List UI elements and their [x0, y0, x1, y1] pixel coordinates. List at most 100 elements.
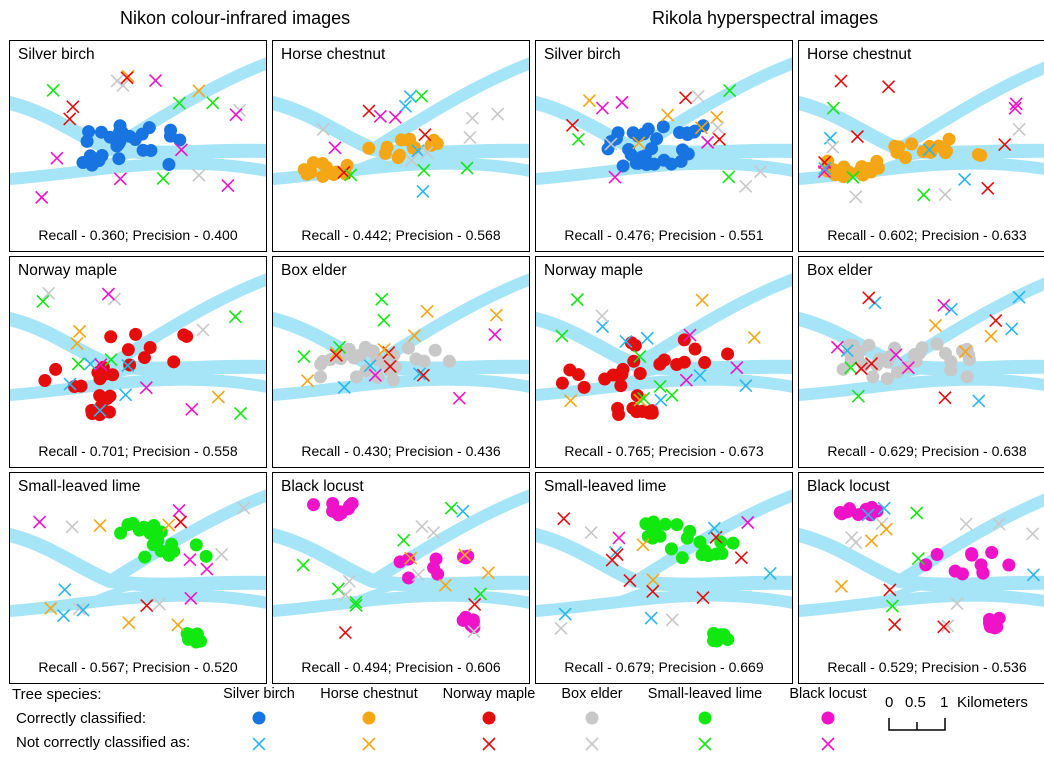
misclassified-point-black-locust — [50, 151, 64, 165]
correct-point-small-leaved-lime — [641, 529, 655, 543]
misclassified-point-black-locust — [172, 503, 186, 518]
correct-point-small-leaved-lime — [138, 550, 152, 564]
map-panel-svg — [536, 57, 792, 193]
correct-point-silver-birch — [162, 157, 176, 171]
misclassified-point-small-leaved-lime — [349, 598, 363, 612]
misclassified-point-small-leaved-lime — [653, 379, 667, 393]
correct-point-horse-chestnut — [378, 146, 392, 160]
legend-dot-silver-birch — [252, 711, 266, 725]
correct-point-norway-maple — [627, 354, 641, 368]
panel-recall-precision: Recall - 0.360; Precision - 0.400 — [38, 227, 238, 243]
map-panel-box-elder: Box elder Recall - 0.430; Precision - 0.4… — [272, 256, 530, 468]
misclassified-point-norway-maple — [850, 130, 864, 144]
misclassified-point-silver-birch — [412, 367, 427, 381]
map-panel-svg — [536, 273, 792, 421]
misclassified-point-black-locust — [35, 190, 49, 204]
misclassified-point-silver-birch — [944, 302, 958, 316]
misclassified-point-small-leaved-lime — [637, 391, 651, 406]
misclassified-point-box-elder — [938, 188, 952, 202]
misclassified-point-horse-chestnut — [661, 108, 675, 122]
map-panel-svg — [273, 489, 529, 640]
misclassified-point-norway-maple — [734, 551, 748, 565]
misclassified-point-small-leaved-lime — [571, 132, 585, 146]
map-panel-small-leaved-lime: Small-leaved lime Recall - 0.679; Precisi… — [535, 472, 793, 684]
misclassified-point-horse-chestnut — [710, 110, 724, 124]
misclassified-point-horse-chestnut — [192, 84, 206, 98]
correct-point-black-locust — [985, 545, 999, 559]
correct-point-silver-birch — [604, 135, 618, 149]
panel-title: Horse chestnut — [281, 46, 386, 63]
misclassified-point-box-elder — [192, 168, 206, 182]
misclassified-point-norway-maple — [888, 617, 902, 632]
correct-point-box-elder — [866, 370, 880, 384]
misclassified-point-black-locust — [328, 141, 342, 155]
correct-point-black-locust — [334, 506, 348, 520]
misclassified-point-small-leaved-lime — [460, 161, 474, 175]
panel-title: Norway maple — [544, 262, 644, 279]
correct-point-box-elder — [342, 342, 356, 356]
panel-recall-precision: Recall - 0.442; Precision - 0.568 — [301, 227, 501, 243]
misclassified-point-horse-chestnut — [564, 394, 578, 408]
correct-point-black-locust — [992, 611, 1006, 625]
misclassified-point-black-locust — [701, 135, 715, 149]
panel-title: Silver birch — [18, 46, 95, 63]
correct-point-black-locust — [919, 558, 933, 572]
correct-point-black-locust — [955, 567, 969, 581]
misclassified-point-small-leaved-lime — [332, 340, 347, 354]
misclassified-point-black-locust — [452, 391, 466, 405]
misclassified-point-box-elder — [463, 130, 477, 144]
misclassified-point-box-elder — [849, 190, 863, 204]
correct-point-box-elder — [314, 357, 328, 371]
misclassified-point-silver-birch — [840, 344, 854, 358]
correct-point-silver-birch — [647, 157, 661, 171]
map-panel-box-elder: Box elder Recall - 0.629; Precision - 0.6… — [798, 256, 1044, 468]
misclassified-point-norway-maple — [883, 583, 897, 597]
panel-recall-precision: Recall - 0.602; Precision - 0.633 — [827, 227, 1027, 243]
misclassified-point-black-locust — [1009, 97, 1023, 111]
misclassified-point-black-locust — [1008, 101, 1022, 115]
misclassified-point-box-elder — [116, 78, 130, 92]
river — [10, 489, 266, 617]
misclassified-point-black-locust — [184, 591, 198, 605]
scale-bar-line — [888, 718, 946, 731]
misclassified-point-small-leaved-lime — [851, 389, 865, 403]
correct-point-horse-chestnut — [393, 148, 407, 162]
correct-point-horse-chestnut — [898, 151, 912, 165]
misclassified-point-black-locust — [148, 73, 163, 88]
legend-species-black-locust: Black locust — [789, 686, 867, 702]
map-panel-silver-birch: Silver birch Recall - 0.360; Precision - … — [9, 40, 267, 252]
correct-point-black-locust — [833, 506, 847, 520]
misclassified-point-black-locust — [595, 101, 609, 115]
misclassified-point-silver-birch — [363, 359, 377, 373]
misclassified-point-horse-chestnut — [694, 121, 709, 135]
misclassified-point-box-elder — [426, 526, 441, 540]
correct-point-small-leaved-lime — [658, 517, 672, 531]
scale-tick-0-5: 0.5 — [905, 694, 926, 711]
misclassified-point-silver-birch — [763, 566, 777, 581]
misclassified-point-horse-chestnut — [301, 374, 315, 388]
misclassified-point-horse-chestnut — [958, 345, 972, 359]
misclassified-point-silver-birch — [76, 603, 90, 617]
misclassified-point-box-elder — [950, 597, 964, 611]
correct-point-black-locust — [466, 615, 480, 629]
misclassified-point-horse-chestnut — [162, 518, 176, 532]
misclassified-point-small-leaved-lime — [349, 595, 363, 609]
correct-point-small-leaved-lime — [707, 626, 721, 640]
legend-tree-species-label: Tree species: — [12, 686, 102, 703]
misclassified-point-small-leaved-lime — [172, 96, 186, 110]
correct-point-box-elder — [880, 372, 894, 386]
correct-point-small-leaved-lime — [701, 548, 715, 562]
misclassified-point-horse-chestnut — [633, 393, 647, 407]
misclassified-point-box-elder — [338, 588, 353, 602]
misclassified-point-silver-birch — [644, 611, 658, 625]
misclassified-point-norway-maple — [174, 515, 188, 529]
misclassified-point-norway-maple — [998, 137, 1012, 152]
misclassified-point-silver-birch — [398, 99, 412, 113]
misclassified-point-small-leaved-lime — [397, 533, 411, 547]
correct-point-horse-chestnut — [319, 160, 333, 174]
misclassified-point-black-locust — [683, 328, 697, 342]
panel-recall-precision: Recall - 0.529; Precision - 0.536 — [827, 659, 1027, 675]
panel-recall-precision: Recall - 0.567; Precision - 0.520 — [38, 659, 238, 675]
misclassified-point-black-locust — [741, 515, 755, 530]
misclassified-point-horse-chestnut — [73, 324, 87, 338]
